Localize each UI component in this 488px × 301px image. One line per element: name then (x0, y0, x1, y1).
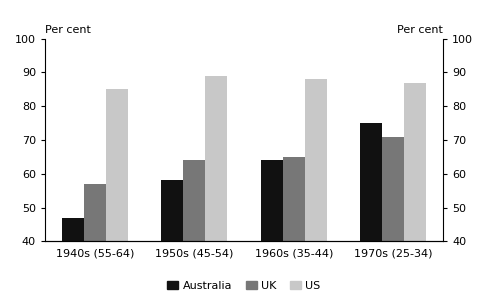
Text: Per cent: Per cent (45, 25, 91, 35)
Bar (261, 160, 283, 301)
Bar (404, 82, 426, 301)
Bar (361, 123, 382, 301)
Bar (183, 160, 205, 301)
Bar (84, 184, 106, 301)
Bar (162, 181, 183, 301)
Bar (283, 157, 305, 301)
Bar (62, 218, 84, 301)
Bar (305, 79, 326, 301)
Legend: Australia, UK, US: Australia, UK, US (163, 276, 325, 296)
Bar (205, 76, 227, 301)
Bar (382, 137, 404, 301)
Bar (106, 89, 127, 301)
Text: Per cent: Per cent (397, 25, 443, 35)
